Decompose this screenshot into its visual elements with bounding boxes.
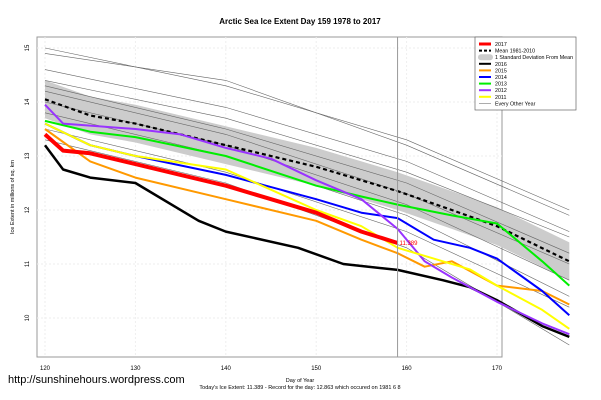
series-line-2012 (44, 104, 570, 336)
watermark-url[interactable]: http://sunshinehours.wordpress.com (8, 374, 185, 386)
current-value-label: 11.389 (400, 241, 419, 247)
chart-title: Arctic Sea Ice Extent Day 159 1978 to 20… (219, 17, 381, 26)
other-year-line (44, 69, 570, 232)
legend-label: 2016 (495, 62, 507, 68)
std-deviation-band (45, 80, 570, 281)
y-tick-label: 12 (25, 206, 31, 213)
y-axis-label: Ice Extent in millions of sq. km (10, 160, 16, 234)
legend-label: Mean 1981-2010 (495, 49, 535, 55)
x-axis-label: Day of Year (286, 378, 315, 384)
other-year-line (44, 90, 570, 265)
legend-label: 2013 (495, 82, 507, 88)
other-year-line (44, 53, 570, 216)
y-tick-label: 14 (25, 98, 31, 105)
x-tick-label: 160 (402, 366, 413, 372)
legend-label: 1 Standard Deviation From Mean (495, 55, 573, 61)
y-tick-label: 10 (25, 314, 31, 321)
series-lines (43, 104, 570, 339)
legend-box (474, 36, 577, 111)
x-tick-label: 170 (492, 366, 503, 372)
x-tick-label: 140 (221, 366, 232, 372)
mean-line (44, 98, 570, 263)
other-year-line (44, 128, 570, 308)
footer-text: Today's Ice Extent: 11.389 - Record for … (199, 385, 400, 391)
other-year-line (44, 80, 570, 238)
legend-label: Every Other Year (495, 101, 536, 107)
y-tick-label: 11 (25, 260, 31, 267)
legend-swatch (478, 54, 493, 61)
legend-label: 2011 (495, 95, 506, 101)
x-tick-label: 120 (40, 366, 51, 372)
series-line-2017 (43, 132, 399, 245)
series-line-2015 (44, 128, 570, 306)
legend-label: 2014 (495, 75, 507, 81)
axes: 120 130 140 150 160 170 10 11 12 13 14 15 (25, 44, 503, 372)
legend-label: 2015 (495, 68, 507, 74)
x-tick-label: 130 (130, 366, 141, 372)
series-line-2013 (44, 119, 570, 287)
legend-label: 2017 (495, 42, 507, 48)
y-tick-label: 15 (25, 44, 31, 51)
other-year-line (44, 85, 570, 254)
series-line-2016 (43, 144, 570, 339)
x-tick-label: 150 (311, 366, 322, 372)
y-tick-label: 13 (25, 152, 31, 159)
legend-label: 2012 (495, 88, 507, 94)
